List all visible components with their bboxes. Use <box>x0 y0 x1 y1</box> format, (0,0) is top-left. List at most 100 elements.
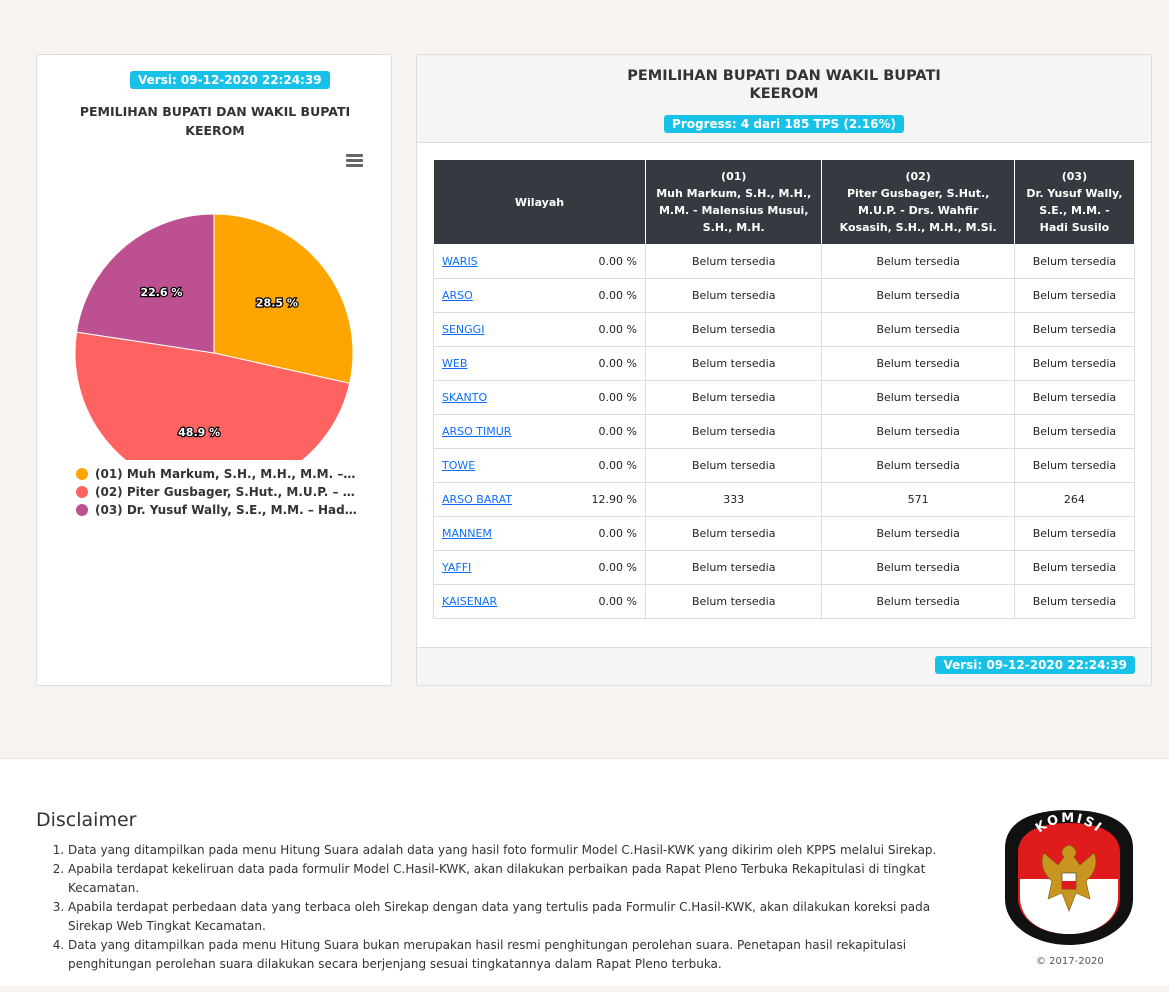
cell-wilayah: ARSO 0.00 % <box>433 278 646 313</box>
cell-candidate-02: Belum tersedia <box>821 414 1015 449</box>
wilayah-link[interactable]: WEB <box>442 357 468 370</box>
cell-candidate-01: 333 <box>644 482 823 517</box>
cell-candidate-02: Belum tersedia <box>821 312 1015 347</box>
header-wilayah: Wilayah <box>433 159 646 245</box>
legend-item[interactable]: (03) Dr. Yusuf Wally, S.E., M.M. – Hadi … <box>76 501 376 519</box>
header-candidate-02: (02) Piter Gusbager, S.Hut., M.U.P. - Dr… <box>821 159 1015 245</box>
wilayah-percent: 0.00 % <box>598 527 637 540</box>
wilayah-percent: 0.00 % <box>598 391 637 404</box>
legend-item[interactable]: (01) Muh Markum, S.H., M.H., M.M. – Mal.… <box>76 465 376 483</box>
cell-candidate-01: Belum tersedia <box>644 414 823 449</box>
wilayah-percent: 0.00 % <box>598 357 637 370</box>
cell-wilayah: WARIS 0.00 % <box>433 244 646 279</box>
cell-candidate-02: Belum tersedia <box>821 244 1015 279</box>
cell-wilayah: MANNEM 0.00 % <box>433 516 646 551</box>
cell-candidate-01: Belum tersedia <box>644 380 823 415</box>
wilayah-percent: 0.00 % <box>598 425 637 438</box>
wilayah-percent: 0.00 % <box>598 255 637 268</box>
header-candidate-03-name: Dr. Yusuf Wally, S.E., M.M. - Hadi Susil… <box>1026 187 1123 234</box>
cell-candidate-02: Belum tersedia <box>821 516 1015 551</box>
table-row: ARSO 0.00 % Belum tersedia Belum tersedia Be… <box>433 278 1136 313</box>
legend-dot-icon <box>76 486 88 498</box>
legend-label: (03) Dr. Yusuf Wally, S.E., M.M. – Hadi … <box>95 503 357 517</box>
wilayah-link[interactable]: WARIS <box>442 255 478 268</box>
table-row: ARSO BARAT 12.90 % 333 571 264 <box>433 482 1136 517</box>
wilayah-link[interactable]: MANNEM <box>442 527 492 540</box>
legend-dot-icon <box>76 504 88 516</box>
cell-candidate-01: Belum tersedia <box>644 448 823 483</box>
cell-candidate-02: Belum tersedia <box>821 380 1015 415</box>
pie-slice[interactable] <box>76 213 215 354</box>
wilayah-percent: 0.00 % <box>598 561 637 574</box>
cell-candidate-02: Belum tersedia <box>821 278 1015 313</box>
cell-wilayah: KAISENAR 0.00 % <box>433 584 646 619</box>
table-row: ARSO TIMUR 0.00 % Belum tersedia Belum ters… <box>433 414 1136 449</box>
pie-slice[interactable] <box>213 213 354 384</box>
cell-candidate-02: Belum tersedia <box>821 550 1015 585</box>
table-row: WARIS 0.00 % Belum tersedia Belum tersedia B… <box>433 244 1136 279</box>
wilayah-link[interactable]: TOWE <box>442 459 476 472</box>
wilayah-link[interactable]: ARSO <box>442 289 473 302</box>
wilayah-link[interactable]: KAISENAR <box>442 595 498 608</box>
cell-candidate-03: Belum tersedia <box>1013 312 1136 347</box>
chart-menu-icon[interactable] <box>346 154 363 168</box>
cell-candidate-03: Belum tersedia <box>1013 414 1136 449</box>
cell-candidate-01: Belum tersedia <box>644 312 823 347</box>
wilayah-link[interactable]: YAFFI <box>442 561 472 574</box>
cell-wilayah: WEB 0.00 % <box>433 346 646 381</box>
chart-card: Versi: 09-12-2020 22:24:39 PEMILIHAN BUP… <box>36 54 392 686</box>
cell-candidate-02: Belum tersedia <box>821 584 1015 619</box>
table-row: KAISENAR 0.00 % Belum tersedia Belum tersed… <box>433 584 1136 619</box>
header-candidate-01-name: Muh Markum, S.H., M.H., M.M. - Malensius… <box>656 187 812 234</box>
chart-legend: (01) Muh Markum, S.H., M.H., M.M. – Mal.… <box>76 465 376 519</box>
table-row: WEB 0.00 % Belum tersedia Belum tersedia Bel… <box>433 346 1136 381</box>
cell-candidate-03: Belum tersedia <box>1013 380 1136 415</box>
results-title: PEMILIHAN BUPATI DAN WAKIL BUPATI KEEROM <box>417 67 1151 103</box>
pie-chart: 28.5 % 48.9 % 22.6 % <box>74 213 354 460</box>
cell-candidate-03: Belum tersedia <box>1013 584 1136 619</box>
wilayah-link[interactable]: ARSO TIMUR <box>442 425 512 438</box>
wilayah-percent: 12.90 % <box>591 493 637 506</box>
wilayah-percent: 0.00 % <box>598 323 637 336</box>
cell-candidate-03: Belum tersedia <box>1013 278 1136 313</box>
cell-candidate-03: Belum tersedia <box>1013 516 1136 551</box>
disclaimer-item: Apabila terdapat kekeliruan data pada fo… <box>68 860 968 898</box>
table-row: SENGGI 0.00 % Belum tersedia Belum tersedia… <box>433 312 1136 347</box>
copyright-text: © 2017-2020 <box>1036 956 1104 967</box>
header-candidate-02-name: Piter Gusbager, S.Hut., M.U.P. - Drs. Wa… <box>839 187 997 234</box>
cell-candidate-03: Belum tersedia <box>1013 448 1136 483</box>
chart-title: PEMILIHAN BUPATI DAN WAKIL BUPATI KEEROM <box>37 102 393 140</box>
cell-candidate-01: Belum tersedia <box>644 278 823 313</box>
chart-title-line1: PEMILIHAN BUPATI DAN WAKIL BUPATI <box>79 104 351 119</box>
results-title-line2: KEEROM <box>749 86 819 102</box>
cell-wilayah: TOWE 0.00 % <box>433 448 646 483</box>
cell-candidate-01: Belum tersedia <box>644 550 823 585</box>
pie-slice-label: 22.6 % <box>140 286 182 299</box>
bottom-strip <box>0 986 1169 992</box>
results-title-line1: PEMILIHAN BUPATI DAN WAKIL BUPATI <box>627 68 941 84</box>
legend-label: (02) Piter Gusbager, S.Hut., M.U.P. – Dr… <box>95 485 357 499</box>
cell-candidate-01: Belum tersedia <box>644 244 823 279</box>
version-badge: Versi: 09-12-2020 22:24:39 <box>130 71 330 89</box>
cell-candidate-01: Belum tersedia <box>644 346 823 381</box>
wilayah-link[interactable]: SENGGI <box>442 323 485 336</box>
cell-candidate-02: 571 <box>821 482 1015 517</box>
results-card: PEMILIHAN BUPATI DAN WAKIL BUPATI KEEROM… <box>416 54 1152 686</box>
kpu-logo-icon: KOMISI PEMILIHAN UMUM <box>1005 810 1133 945</box>
disclaimer-item: Apabila terdapat perbedaan data yang ter… <box>68 898 968 936</box>
version-badge-footer: Versi: 09-12-2020 22:24:39 <box>935 656 1135 674</box>
cell-candidate-01: Belum tersedia <box>644 584 823 619</box>
header-candidate-03-no: (03) <box>1061 170 1088 183</box>
cell-wilayah: ARSO BARAT 12.90 % <box>433 482 646 517</box>
cell-wilayah: ARSO TIMUR 0.00 % <box>433 414 646 449</box>
results-header: PEMILIHAN BUPATI DAN WAKIL BUPATI KEEROM… <box>417 55 1151 143</box>
pie-slice[interactable] <box>74 331 351 460</box>
table-row: MANNEM 0.00 % Belum tersedia Belum tersedia… <box>433 516 1136 551</box>
wilayah-link[interactable]: ARSO BARAT <box>442 493 512 506</box>
wilayah-percent: 0.00 % <box>598 289 637 302</box>
disclaimer-title: Disclaimer <box>36 809 137 831</box>
legend-item[interactable]: (02) Piter Gusbager, S.Hut., M.U.P. – Dr… <box>76 483 376 501</box>
wilayah-link[interactable]: SKANTO <box>442 391 488 404</box>
wilayah-percent: 0.00 % <box>598 595 637 608</box>
header-candidate-03: (03) Dr. Yusuf Wally, S.E., M.M. - Hadi … <box>1013 159 1136 245</box>
